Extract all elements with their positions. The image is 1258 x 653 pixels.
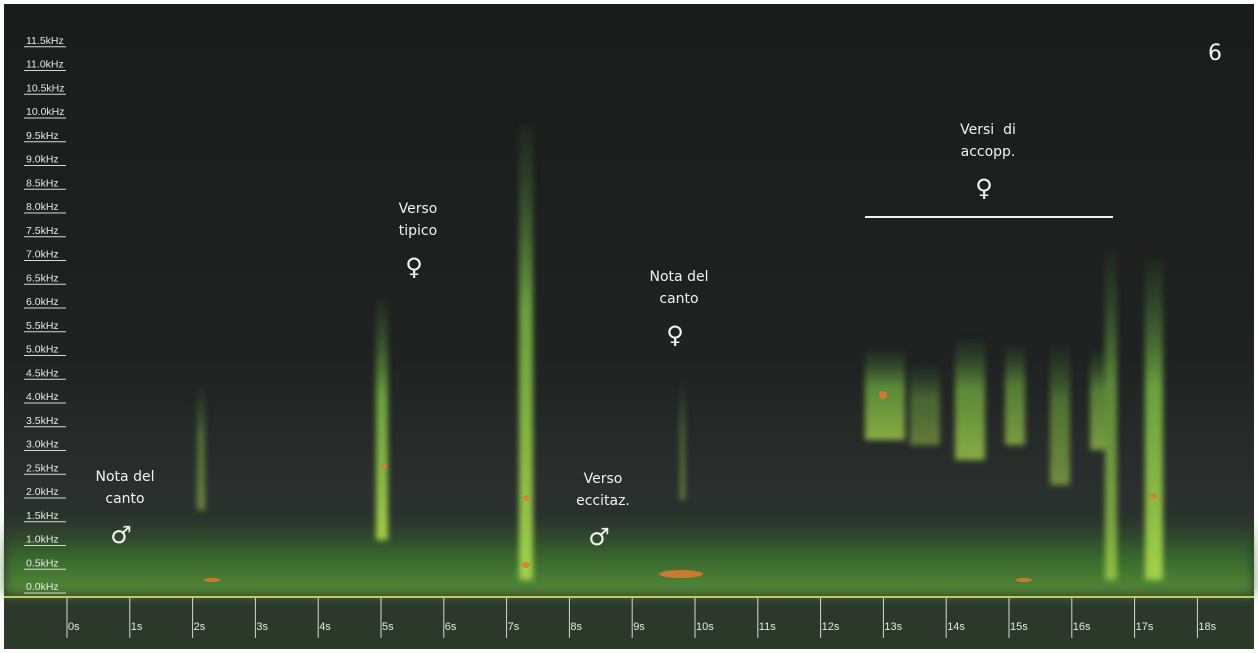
y-tick-label: 4.0kHz	[26, 391, 59, 403]
annotation-symbol: ♀	[405, 253, 423, 281]
y-tick-label: 10.5kHz	[26, 82, 65, 94]
y-tick-label: 8.0kHz	[26, 201, 59, 213]
y-tick-label: 7.0kHz	[26, 249, 59, 261]
y-tick-label: 8.5kHz	[26, 177, 59, 189]
annotation-symbol: ♀	[975, 174, 993, 202]
annotation-text: canto	[105, 491, 144, 507]
x-tick-label: 11s	[759, 621, 776, 633]
x-tick-label: 4s	[319, 621, 331, 633]
x-tick-label: 14s	[947, 621, 965, 633]
x-tick-label: 8s	[570, 621, 582, 633]
x-tick-label: 12s	[822, 621, 840, 633]
panel-label: 6	[1208, 41, 1222, 66]
y-tick-label: 6.5kHz	[26, 272, 59, 284]
x-tick-label: 0s	[68, 621, 80, 633]
y-tick-label: 1.0kHz	[26, 534, 59, 546]
x-tick-label: 7s	[508, 621, 520, 633]
y-tick-label: 0.5kHz	[26, 557, 59, 569]
x-tick-label: 6s	[445, 621, 457, 633]
axes: 0.0kHz 0.5kHz 1.0kHz 1.5kHz 2.0kHz 2.5kHz 3.0k…	[24, 35, 1217, 638]
y-tick-label: 7.5kHz	[26, 225, 59, 237]
annotation-symbol: ♂	[588, 523, 610, 551]
annotation-text: accopp.	[961, 144, 1016, 160]
annotation-text: Versi di	[960, 122, 1016, 138]
x-tick-label: 3s	[256, 621, 268, 633]
y-tick-label: 3.5kHz	[26, 415, 59, 427]
annotation-text: eccitaz.	[576, 493, 630, 509]
y-tick-label: 9.5kHz	[26, 130, 59, 142]
annotation-symbol: ♀	[666, 321, 684, 349]
x-tick-label: 16s	[1073, 621, 1091, 633]
x-tick-label: 18s	[1198, 621, 1216, 633]
x-tick-label: 2s	[194, 621, 206, 633]
x-tick-label: 17s	[1136, 621, 1154, 633]
annotation-text: Verso	[584, 471, 623, 487]
y-tick-label: 3.0kHz	[26, 439, 59, 451]
y-tick-label: 4.5kHz	[26, 367, 59, 379]
x-tick-label: 9s	[633, 621, 645, 633]
x-tick-label: 15s	[1010, 621, 1028, 633]
x-tick-label: 5s	[382, 621, 394, 633]
x-tick-label: 1s	[131, 621, 143, 633]
annotation-symbol: ♂	[110, 521, 132, 549]
y-tick-label: 1.5kHz	[26, 510, 59, 522]
y-tick-label: 11.0kHz	[26, 59, 64, 71]
y-tick-label: 10.0kHz	[26, 106, 65, 118]
annotation-text: Nota del	[96, 469, 155, 485]
y-tick-label: 0.0kHz	[26, 581, 59, 593]
y-tick-label: 5.0kHz	[26, 344, 59, 356]
y-tick-label: 2.5kHz	[26, 462, 59, 474]
y-tick-label: 6.0kHz	[26, 296, 59, 308]
annotation-text: Verso	[399, 201, 438, 217]
y-tick-label: 5.5kHz	[26, 320, 59, 332]
spectrogram-energy	[4, 125, 1254, 595]
annotation-text: tipico	[399, 223, 437, 239]
x-tick-label: 10s	[696, 621, 714, 633]
annotation-text: canto	[659, 291, 698, 307]
y-tick-label: 11.5kHz	[26, 35, 64, 47]
y-tick-label: 9.0kHz	[26, 154, 59, 166]
y-tick-label: 2.0kHz	[26, 486, 59, 498]
x-tick-label: 13s	[884, 621, 902, 633]
annotations: Nota del canto ♂ Verso tipico ♀ Nota del canto ♀…	[96, 122, 1016, 551]
annotation-text: Nota del	[650, 269, 709, 285]
